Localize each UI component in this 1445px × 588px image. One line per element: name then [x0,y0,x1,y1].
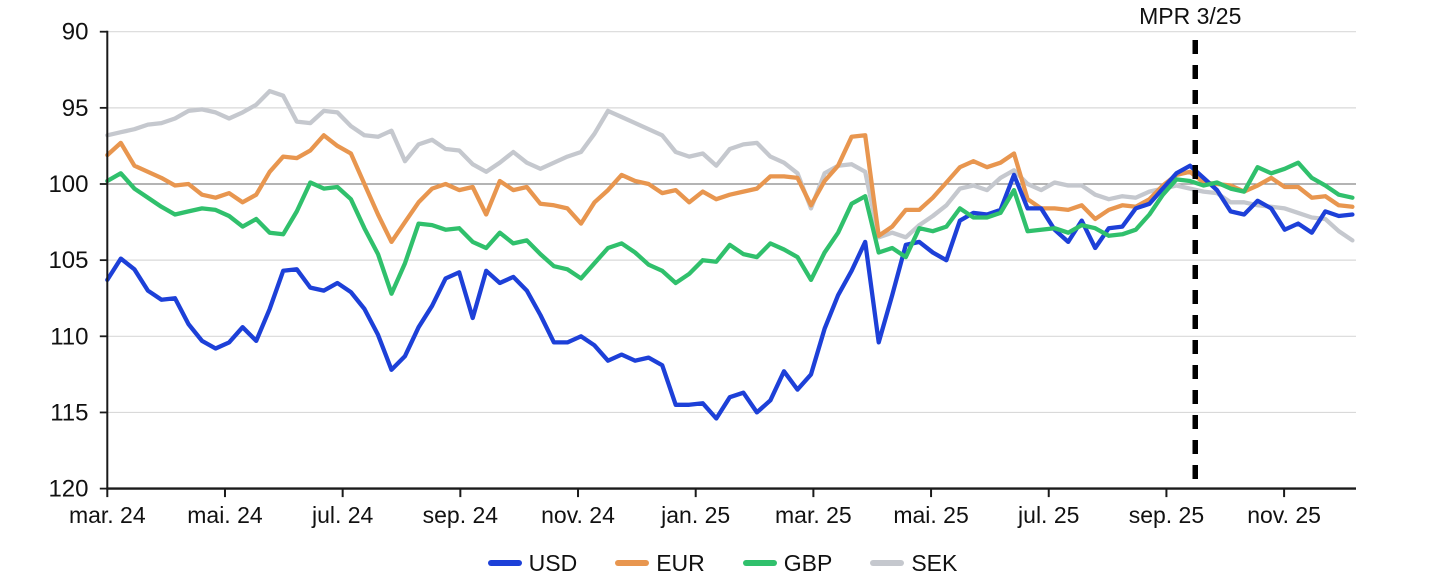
y-tick-label-105: 105 [48,247,88,274]
chart-legend: USD EUR GBP SEK [0,540,1445,586]
x-tick-label-jul-25: jul. 25 [1017,502,1079,528]
legend-item-gbp: GBP [742,549,833,577]
x-tick-label-mar-25: mar. 25 [775,502,852,528]
y-tick-label-120: 120 [48,476,88,503]
legend-label-gbp: GBP [783,549,833,576]
x-tick-label-jan-25: jan. 25 [660,502,730,528]
legend-label-eur: EUR [656,549,705,576]
legend-item-eur: EUR [615,550,705,577]
legend-item-usd: USD [487,549,578,577]
legend-swatch-gbp [742,560,777,566]
x-tick-label-nov-24: nov. 24 [541,502,615,528]
x-tick-label-nov-25: nov. 25 [1247,502,1321,528]
series-line-eur [105,133,1355,245]
y-tick-label-115: 115 [50,399,88,426]
y-tick-label-110: 110 [50,323,88,350]
x-tick-label-mai-25: mai. 25 [893,502,968,528]
mpr-annotation-label: MPR 3/25 [1139,3,1241,29]
series-line-usd [105,163,1355,421]
x-tick-label-sep-25: sep. 25 [1129,502,1204,528]
legend-swatch-eur [615,560,650,566]
y-tick-label-100: 100 [48,171,88,198]
series-line-sek [105,88,1355,243]
series-line-gbp [105,160,1355,296]
legend-swatch-sek [870,560,905,566]
legend-label-sek: SEK [911,549,958,576]
x-tick-label-mai-24: mai. 24 [187,502,263,528]
x-tick-label-sep-24: sep. 24 [423,502,499,528]
y-tick-label-90: 90 [62,19,89,46]
x-tick-label-jul-24: jul. 24 [311,502,374,528]
legend-swatch-usd [487,560,522,566]
x-tick-label-mar-24: mar. 24 [69,502,146,528]
y-tick-label-95: 95 [62,95,89,122]
legend-item-sek: SEK [870,550,957,577]
legend-label-usd: USD [528,549,578,576]
